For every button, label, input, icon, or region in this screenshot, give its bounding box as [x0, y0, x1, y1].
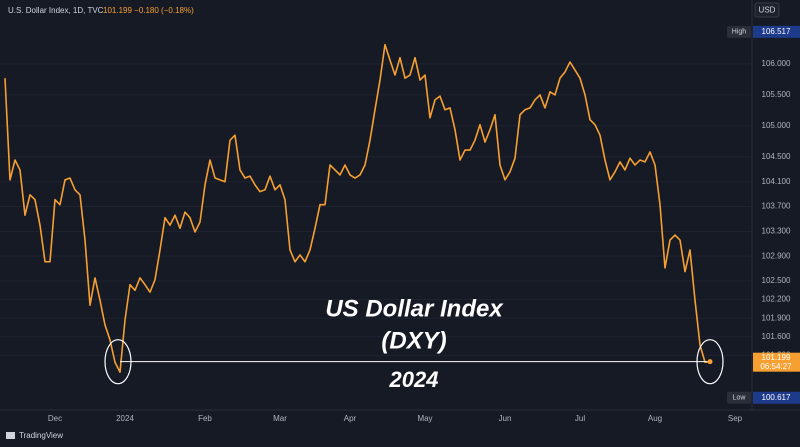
- currency-box[interactable]: [754, 2, 780, 18]
- x-tick-label: Sep: [728, 414, 743, 423]
- highlight-circle: [696, 339, 724, 385]
- low-tag: [727, 391, 751, 404]
- y-tick-label: 106.000: [762, 59, 791, 68]
- price-line: [4, 43, 711, 373]
- annotation: 2024: [389, 367, 439, 392]
- x-tick-label: Aug: [648, 414, 662, 423]
- y-tick-label: 102.200: [762, 295, 791, 304]
- high-tag: [727, 25, 751, 38]
- x-tick-label: 2024: [116, 414, 134, 423]
- x-tick-label: Apr: [344, 414, 357, 423]
- y-tick-label: 105.000: [762, 121, 791, 130]
- low-box: [753, 391, 800, 404]
- price-axis: [752, 0, 800, 410]
- y-tick-label: 105.500: [762, 90, 791, 99]
- y-tick-label: 103.300: [762, 226, 791, 235]
- high-value: 106.517: [762, 27, 791, 36]
- y-tick-label: 104.500: [762, 152, 791, 161]
- x-tick-label: Dec: [48, 414, 62, 423]
- last-point: [707, 359, 713, 365]
- y-tick-label: 102.900: [762, 251, 791, 260]
- x-tick-label: Jun: [499, 414, 512, 423]
- highlight-circle: [104, 339, 132, 385]
- brand: TradingView: [6, 431, 63, 440]
- y-tick-label: 104.100: [762, 177, 791, 186]
- y-tick-label: 103.700: [762, 202, 791, 211]
- x-tick-label: Mar: [273, 414, 287, 423]
- annotation: (DXY): [381, 327, 446, 354]
- price-header: 101.199 −0.180 (−0.18%): [103, 6, 194, 15]
- high-tag-label: High: [732, 29, 747, 36]
- low-value: 100.617: [762, 393, 791, 402]
- currency[interactable]: USD: [759, 6, 776, 15]
- last-price-box: [753, 352, 800, 372]
- symbol-title: U.S. Dollar Index, 1D, TVC: [8, 6, 104, 15]
- y-tick-label: 101.900: [762, 313, 791, 322]
- annotation: US Dollar Index: [325, 295, 504, 322]
- x-tick-label: Jul: [575, 414, 585, 423]
- x-tick-label: May: [417, 414, 432, 423]
- brand-name: TradingView: [19, 431, 63, 440]
- x-tick-label: Feb: [198, 414, 212, 423]
- low-tag-label: Low: [733, 395, 747, 402]
- y-tick-label: 101.600: [762, 332, 791, 341]
- brand-logo: [6, 432, 15, 439]
- y-tick-label: 102.500: [762, 276, 791, 285]
- high-box: [753, 25, 800, 38]
- last-price-label: 101.199: [762, 353, 791, 362]
- countdown: 06:54:27: [760, 362, 792, 371]
